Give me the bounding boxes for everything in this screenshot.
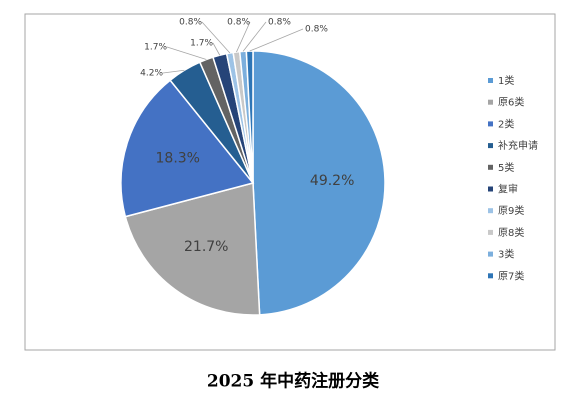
leader-line: [236, 21, 251, 53]
pie-slice: [252, 50, 386, 316]
leader-line: [162, 69, 185, 74]
leader-line: [201, 21, 231, 54]
legend-label: 2类: [498, 117, 514, 130]
legend-swatch: [488, 208, 493, 214]
data-label: 0.8%: [227, 18, 250, 28]
legend-swatch: [488, 164, 493, 170]
legend-swatch: [488, 121, 493, 127]
pie-slice: [120, 79, 255, 218]
data-label: 49.2%: [310, 173, 354, 189]
legend-label: 3类: [498, 248, 514, 261]
legend-label: 原6类: [498, 96, 524, 109]
leader-line: [249, 28, 304, 52]
legend-swatch: [488, 78, 493, 83]
legend-swatch: [488, 143, 493, 149]
legend-swatch: [488, 251, 493, 257]
legend-swatch: [488, 186, 493, 192]
data-label: 4.2%: [140, 69, 163, 79]
pie-slice: [124, 182, 261, 316]
legend-label: 原7类: [498, 269, 524, 282]
legend-label: 1类: [498, 74, 514, 87]
legend-label: 原8类: [498, 226, 524, 239]
data-label: 1.7%: [190, 39, 213, 49]
data-label: 0.8%: [179, 18, 202, 28]
data-label: 0.8%: [268, 18, 291, 28]
data-label: 1.7%: [144, 43, 167, 53]
leader-line: [166, 46, 207, 60]
leader-line: [212, 42, 221, 56]
leader-line: [242, 21, 267, 52]
legend-label: 原9类: [498, 204, 524, 217]
legend-label: 复审: [498, 183, 518, 196]
legend-swatch: [488, 99, 493, 105]
data-label: 18.3%: [156, 150, 200, 166]
data-label: 21.7%: [184, 239, 228, 255]
chart-caption: 2025 年中药注册分类: [207, 371, 380, 392]
legend-label: 5类: [498, 161, 514, 174]
legend-swatch: [488, 229, 493, 235]
data-label: 0.8%: [305, 25, 328, 35]
legend-label: 补充申请: [498, 139, 538, 152]
legend-swatch: [488, 273, 493, 279]
